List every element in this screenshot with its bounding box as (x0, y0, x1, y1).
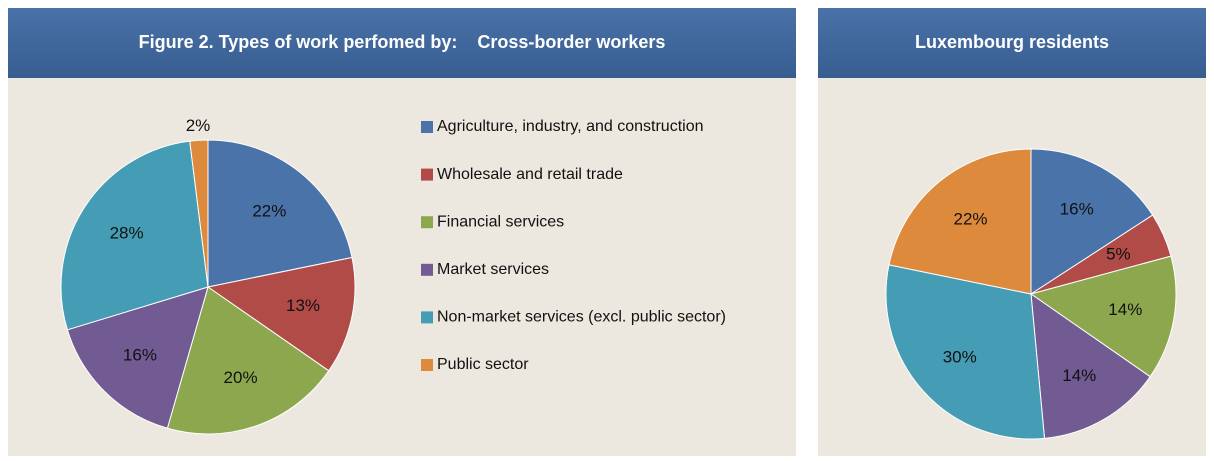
pie-slice (60, 140, 209, 331)
data-label: 14% (1108, 300, 1142, 319)
legend-swatch (421, 359, 433, 371)
data-label: 2% (186, 116, 211, 135)
chart-title: Luxembourg residents (915, 32, 1109, 52)
legend-label: Wholesale and retail trade (437, 166, 623, 183)
pie-slice (166, 286, 330, 435)
header (8, 8, 796, 78)
header (818, 8, 1206, 78)
data-label: 22% (953, 209, 987, 228)
pie-slice (1030, 148, 1154, 295)
pie-slice (207, 139, 353, 288)
pie-slice (206, 256, 356, 372)
data-label: 13% (286, 296, 320, 315)
legend-swatch (421, 311, 433, 324)
data-label: 16% (1060, 199, 1094, 218)
legend-label: Non-market services (excl. public sector… (437, 309, 726, 326)
data-label: 28% (110, 224, 144, 243)
pie-slice (189, 139, 209, 288)
pie-slice (888, 148, 1032, 295)
legend-swatch (421, 263, 433, 276)
data-label: 14% (1062, 366, 1096, 385)
data-label: 20% (224, 368, 258, 387)
data-label: 16% (123, 346, 157, 365)
pie-slice (1030, 292, 1151, 439)
pie-slice (66, 286, 209, 429)
data-label: 5% (1106, 244, 1131, 263)
legend-label: Market services (437, 261, 549, 278)
legend-label: Agriculture, industry, and construction (437, 118, 704, 135)
legend-swatch (421, 216, 433, 229)
legend-swatch (421, 121, 433, 133)
chart-title: Figure 2. Types of work perfomed by: Cro… (139, 32, 666, 52)
legend-label: Public sector (437, 356, 529, 373)
data-label: 22% (252, 201, 286, 220)
legend-label: Financial services (437, 213, 564, 230)
pie-slice (885, 264, 1046, 440)
legend-swatch (421, 168, 433, 181)
pie-slice (1029, 255, 1177, 378)
data-label: 30% (943, 347, 977, 366)
